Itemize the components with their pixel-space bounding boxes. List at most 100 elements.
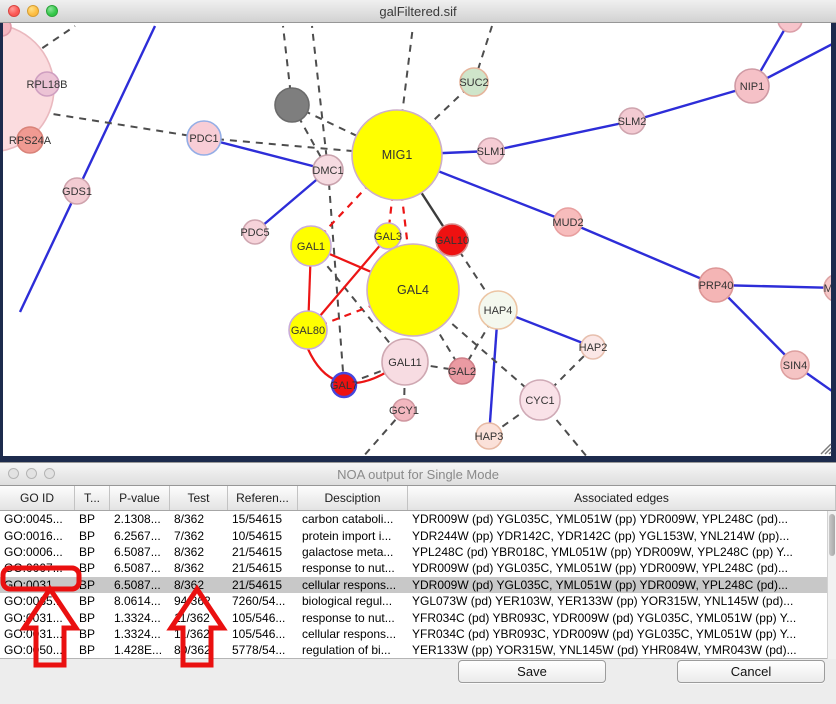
cell-edges: YFR034C (pd) YBR093C, YDR009W (pd) YGL03… <box>412 610 797 625</box>
edge[interactable] <box>395 154 415 291</box>
cell-test: 80/362 <box>174 643 211 658</box>
cancel-button[interactable]: Cancel <box>677 660 825 683</box>
scrollbar-thumb[interactable] <box>829 514 835 556</box>
node-CYC1[interactable] <box>519 379 561 421</box>
column-header-p-value[interactable]: P-value <box>110 486 170 510</box>
node-PDC5[interactable] <box>242 219 268 245</box>
node-GAL2[interactable] <box>448 357 476 385</box>
results-table: GO:0045... BP 2.1308... 8/362 15/54615 carbon… <box>0 511 836 659</box>
edge[interactable] <box>473 25 493 83</box>
node-unlabeled-top[interactable] <box>777 23 803 33</box>
node-GAL7[interactable] <box>330 371 358 399</box>
resize-grip[interactable] <box>817 440 832 455</box>
cell-reference: 105/546... <box>232 610 286 625</box>
edge[interactable] <box>715 283 836 290</box>
column-header-desciption[interactable]: Desciption <box>298 486 408 510</box>
node-DMC1[interactable] <box>312 154 344 186</box>
cell-p_value: 2.1308... <box>114 512 161 527</box>
vertical-scrollbar[interactable] <box>827 511 836 659</box>
node-label-PDC5: PDC5 <box>240 227 269 239</box>
edge[interactable] <box>18 25 157 313</box>
edge[interactable] <box>310 154 398 247</box>
results-table-header: GO ID T... P-value Test Referen... Desciption… <box>0 486 836 511</box>
node-label-PRP40: PRP40 <box>699 280 734 292</box>
node-SUC2[interactable] <box>459 67 489 97</box>
edge[interactable] <box>404 361 463 372</box>
node-GCY1[interactable] <box>392 398 416 422</box>
node-MIG1[interactable] <box>351 109 443 201</box>
cell-test: 11/362 <box>174 626 210 641</box>
edge[interactable] <box>567 220 717 287</box>
node-PDC1[interactable] <box>186 120 222 156</box>
cell-type: BP <box>79 577 96 592</box>
edge[interactable] <box>361 409 405 459</box>
cell-edges: YDR009W (pd) YGL035C, YML051W (pp) YDR00… <box>412 561 788 576</box>
save-button[interactable]: Save <box>458 660 606 683</box>
edge[interactable] <box>631 84 753 123</box>
node-GAL10[interactable] <box>435 223 469 257</box>
table-row[interactable]: GO:0031... BP 1.3324... 11/362 105/546... cel… <box>0 626 836 642</box>
edge[interactable] <box>311 25 329 171</box>
cell-edges: YFR034C (pd) YBR093C, YDR009W (pd) YGL03… <box>412 626 797 641</box>
column-header-referen[interactable]: Referen... <box>228 486 298 510</box>
cell-description: response to nut... <box>302 561 395 576</box>
close-button[interactable] <box>8 5 20 17</box>
cell-description: carbon cataboli... <box>302 512 394 527</box>
column-header-go-id[interactable]: GO ID <box>0 486 75 510</box>
zoom-button[interactable] <box>46 5 58 17</box>
zoom-button-inactive[interactable] <box>44 468 55 479</box>
noa-window-titlebar[interactable]: NOA output for Single Mode <box>0 463 836 486</box>
node-SLM1[interactable] <box>477 137 505 165</box>
node-GAL3[interactable] <box>374 222 402 250</box>
edge[interactable] <box>307 235 389 331</box>
node-unlabeled-gray[interactable] <box>274 87 310 123</box>
cell-type: BP <box>79 610 96 625</box>
table-row[interactable]: GO:0006... BP 6.5087... 8/362 21/54615 galact… <box>0 544 836 560</box>
edge[interactable] <box>254 169 329 233</box>
node-label-CYC1: CYC1 <box>525 395 554 407</box>
node-RPS24A[interactable] <box>16 126 44 154</box>
network-window-titlebar[interactable]: galFiltered.sif <box>0 0 836 23</box>
column-header-test[interactable]: Test <box>170 486 228 510</box>
table-row[interactable]: GO:0016... BP 6.2567... 7/362 10/54615 protei… <box>0 527 836 543</box>
close-button-inactive[interactable] <box>8 468 19 479</box>
table-row[interactable]: GO:0007... BP 6.5087... 8/362 21/54615 respon… <box>0 560 836 576</box>
cell-edges: YER133W (pp) YOR315W, YNL145W (pd) YHR08… <box>412 643 797 658</box>
node-GDS1[interactable] <box>63 177 91 205</box>
table-row[interactable]: GO:0031... BP 1.3324... 11/362 105/546... res… <box>0 609 836 625</box>
edge[interactable] <box>203 136 329 172</box>
column-header-t[interactable]: T... <box>75 486 110 510</box>
cell-type: BP <box>79 643 96 658</box>
cell-p_value: 1.3324... <box>114 610 161 625</box>
node-HAP3[interactable] <box>475 422 503 450</box>
table-row[interactable]: GO:0045... BP 2.1308... 8/362 15/54615 carbon… <box>0 511 836 527</box>
node-SIN4[interactable] <box>780 350 810 380</box>
cell-reference: 7260/54... <box>232 594 286 609</box>
table-row[interactable]: GO:0050... BP 1.428E... 80/362 5778/54... reg… <box>0 642 836 658</box>
cell-description: cellular respons... <box>302 626 397 641</box>
node-NIP1[interactable] <box>734 68 770 104</box>
node-SLM2[interactable] <box>618 107 646 135</box>
edge[interactable] <box>715 284 796 366</box>
minimize-button-inactive[interactable] <box>26 468 37 479</box>
cell-reference: 5778/54... <box>232 643 286 658</box>
edge[interactable] <box>396 25 414 156</box>
node-RPL18B[interactable] <box>34 71 60 97</box>
node-GAL11[interactable] <box>381 338 429 386</box>
node-GAL80[interactable] <box>288 310 328 350</box>
table-row[interactable]: GO:0065... BP 8.0614... 94/362 7260/54... bio… <box>0 593 836 609</box>
minimize-button[interactable] <box>27 5 39 17</box>
node-GAL1[interactable] <box>290 225 332 267</box>
network-canvas[interactable]: RPL18B RPS24A GDS1 PDC1 DMC1 MIG1 SUC2 SLM1 SLM2… <box>0 23 836 462</box>
node-HAP4[interactable] <box>478 290 518 330</box>
edge[interactable] <box>490 119 633 153</box>
cell-type: BP <box>79 528 96 543</box>
node-label-SLM1: SLM1 <box>477 146 506 158</box>
column-header-associated-edges[interactable]: Associated edges <box>408 486 836 510</box>
table-row[interactable]: GO:0031... BP 6.5087... 8/362 21/54615 cellul… <box>0 576 836 593</box>
node-MUD2[interactable] <box>553 207 583 237</box>
node-PRP40[interactable] <box>698 267 734 303</box>
node-GAL4[interactable] <box>366 243 460 337</box>
edge[interactable] <box>487 309 500 437</box>
node-HAP2[interactable] <box>580 334 606 360</box>
